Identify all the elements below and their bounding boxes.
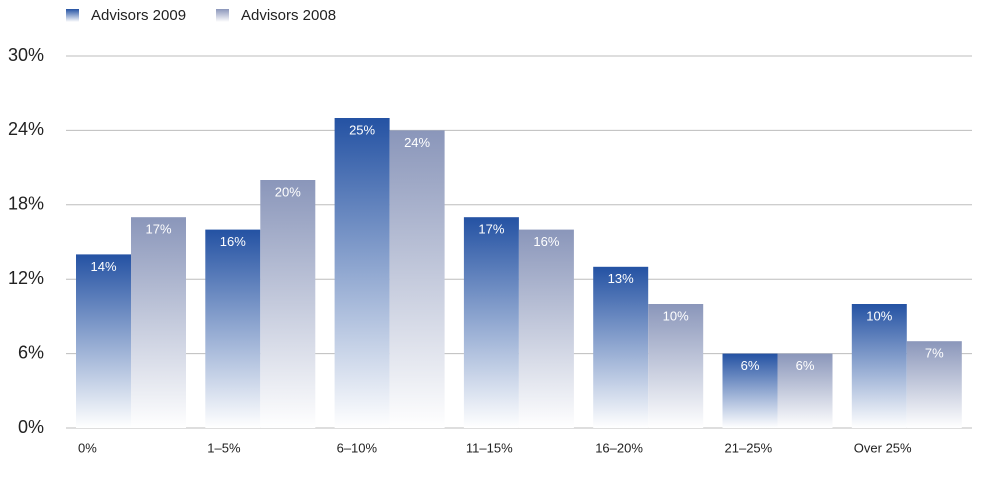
x-tick-label: 0% <box>78 440 97 455</box>
x-tick-label: 6–10% <box>337 440 378 455</box>
bar <box>389 130 445 428</box>
bar <box>131 217 186 428</box>
y-tick-label: 30% <box>8 45 44 65</box>
legend-label: Advisors 2008 <box>241 7 336 24</box>
x-tick-label: 1–5% <box>207 440 241 455</box>
x-tick-label: 16–20% <box>595 440 643 455</box>
legend-swatch <box>216 9 229 22</box>
x-tick-label: 21–25% <box>725 440 773 455</box>
bar <box>463 217 519 428</box>
y-tick-label: 18% <box>8 194 44 214</box>
value-label: 6% <box>796 358 815 373</box>
y-tick-label: 24% <box>8 119 44 139</box>
y-tick-label: 6% <box>18 342 44 362</box>
x-tick-label: 11–15% <box>466 440 513 455</box>
value-label: 10% <box>663 308 689 323</box>
value-label: 14% <box>90 259 116 274</box>
bar <box>334 118 390 428</box>
value-label: 7% <box>925 346 944 361</box>
value-label: 13% <box>608 271 634 286</box>
x-tick-label: Over 25% <box>854 440 912 455</box>
legend-swatch <box>66 9 79 22</box>
bar <box>518 229 574 428</box>
y-tick-label: 12% <box>8 268 44 288</box>
value-label: 17% <box>145 222 171 237</box>
value-label: 20% <box>275 184 301 199</box>
bar <box>906 341 962 428</box>
value-label: 16% <box>220 234 246 249</box>
bar <box>722 353 778 428</box>
value-label: 10% <box>866 308 892 323</box>
bar <box>851 304 907 428</box>
value-label: 6% <box>741 358 760 373</box>
value-label: 16% <box>533 234 559 249</box>
bar <box>205 229 261 428</box>
bar <box>260 180 316 428</box>
value-label: 25% <box>349 122 375 137</box>
value-label: 17% <box>478 222 504 237</box>
bar <box>777 353 833 428</box>
value-label: 24% <box>404 135 430 150</box>
legend-label: Advisors 2009 <box>91 7 186 24</box>
bar <box>648 304 704 428</box>
bar <box>76 254 131 428</box>
bar <box>593 266 649 428</box>
y-tick-label: 0% <box>18 417 44 437</box>
